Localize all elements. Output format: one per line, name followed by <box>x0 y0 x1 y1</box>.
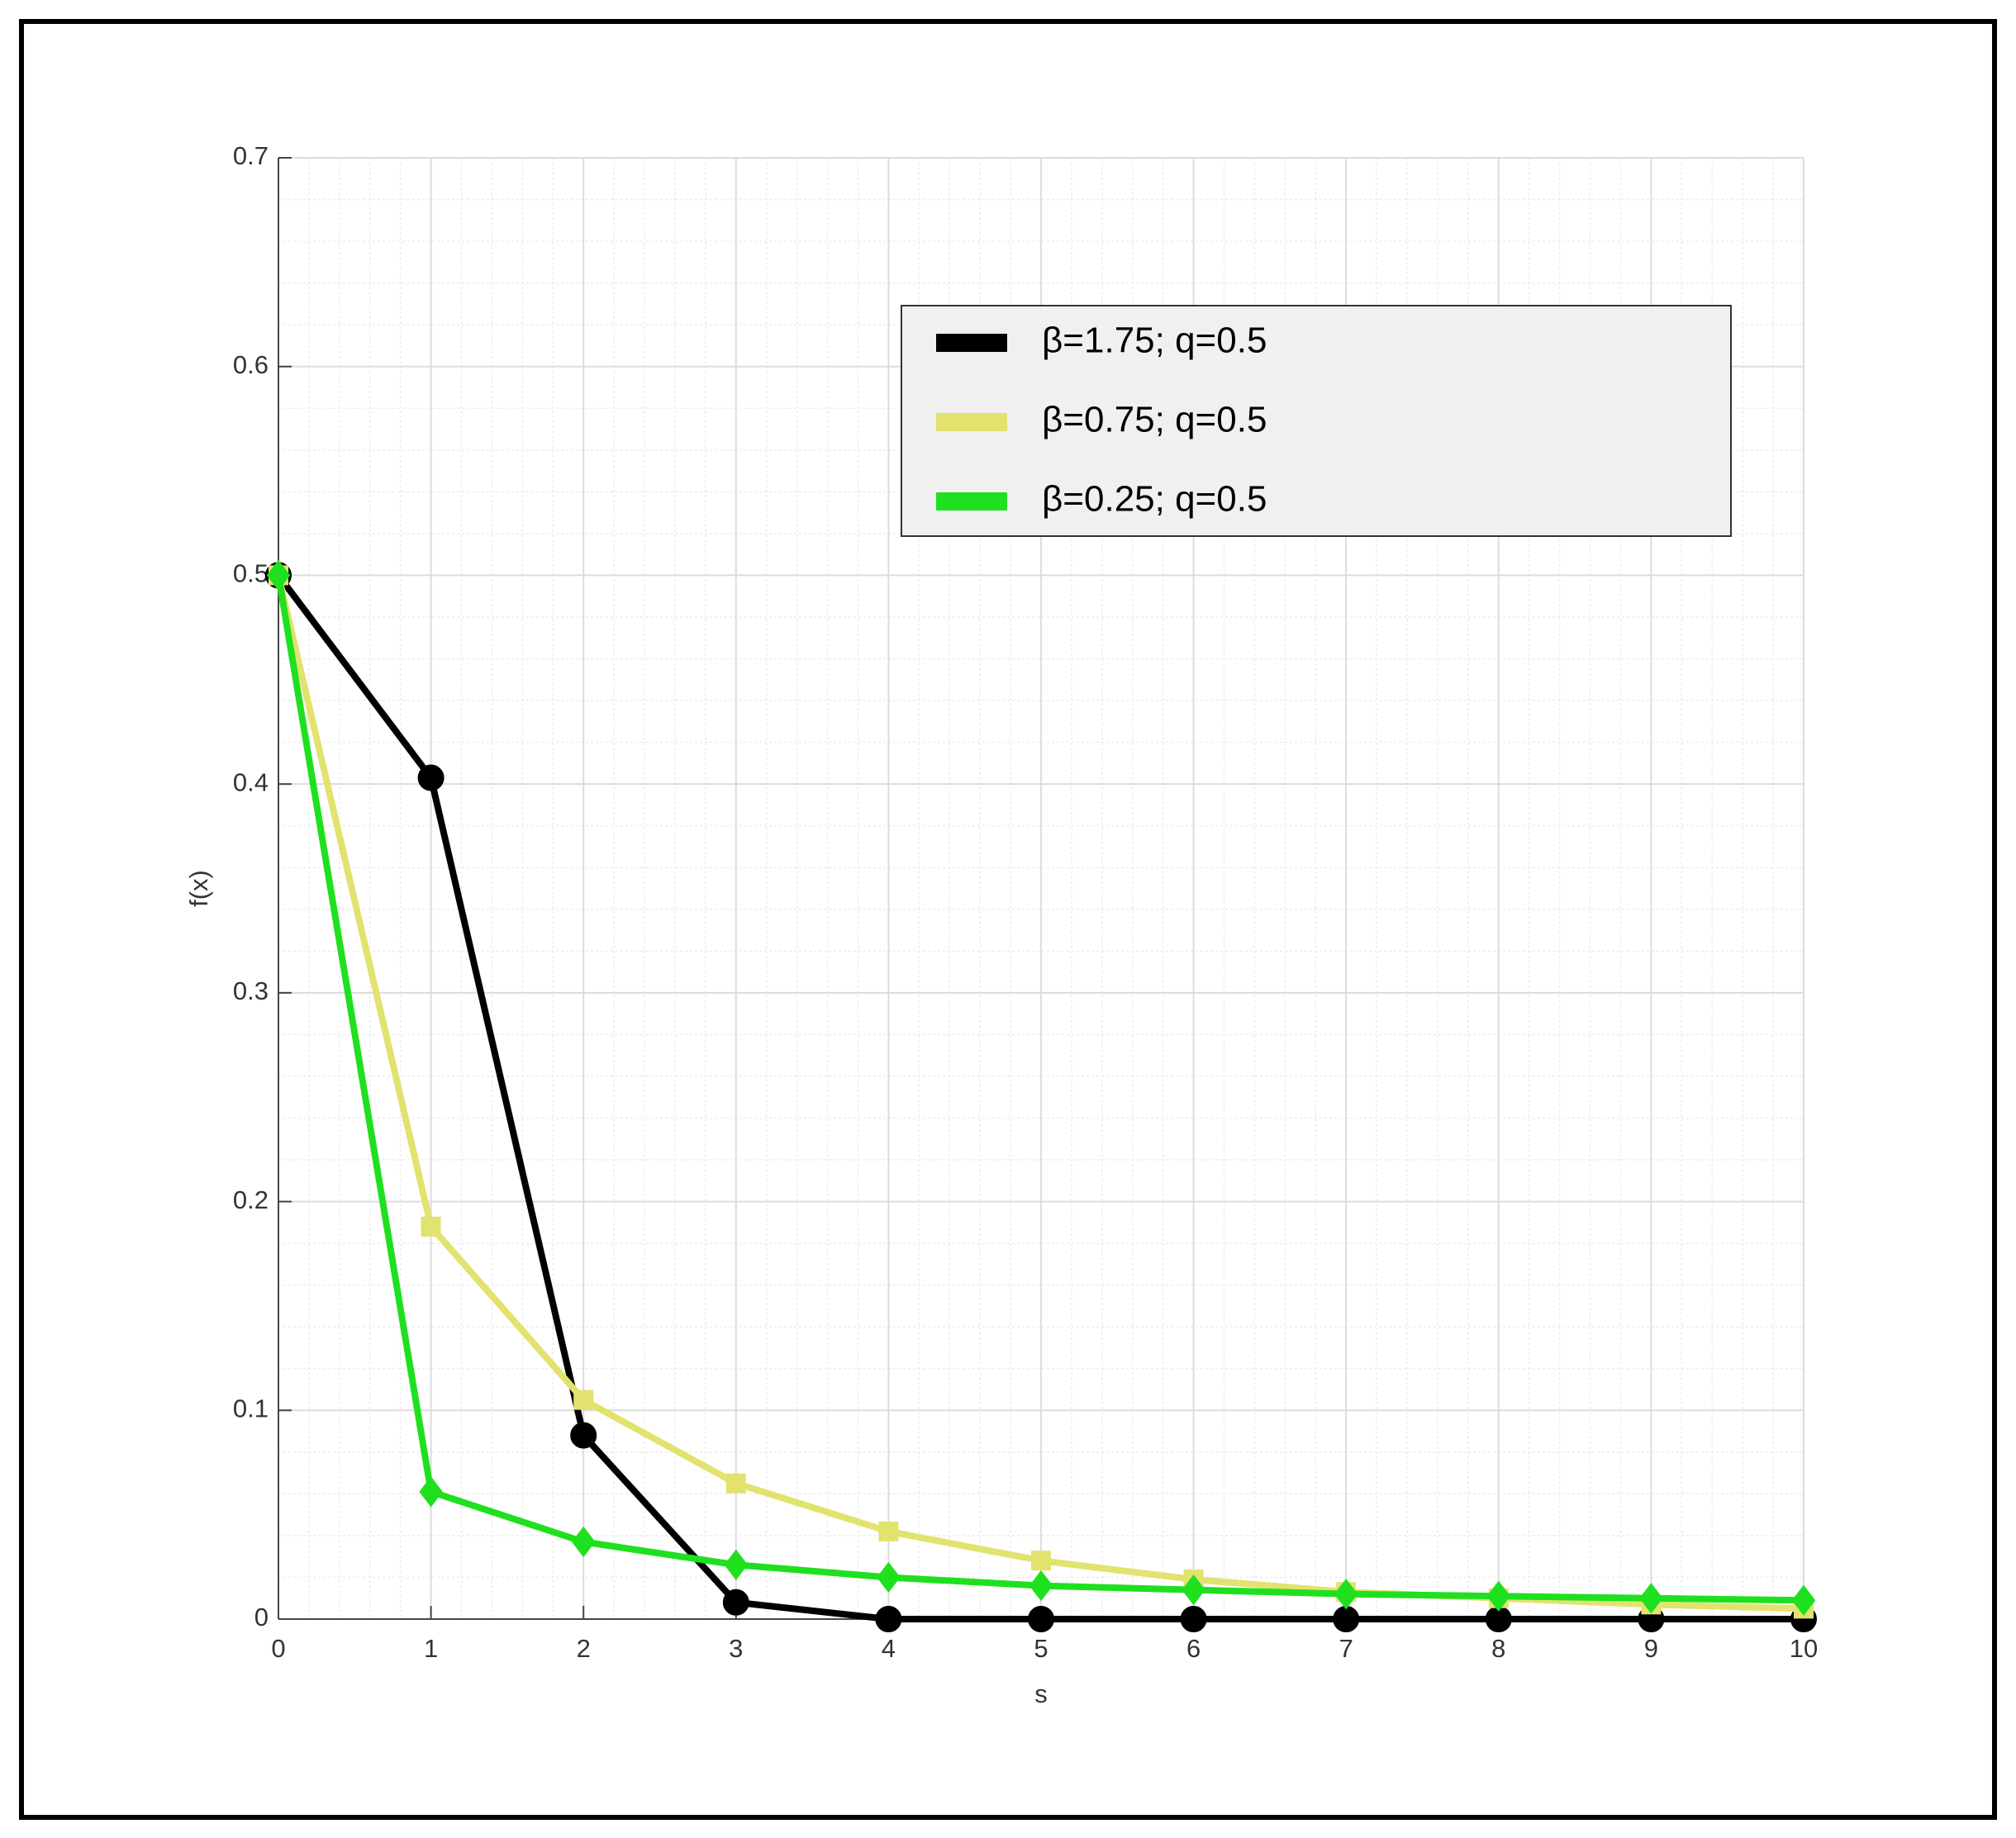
legend-box <box>901 305 1732 537</box>
frame <box>19 19 1997 1820</box>
x-tick-label: 1 <box>424 1634 438 1663</box>
marker <box>722 1589 749 1616</box>
marker <box>1028 1606 1054 1632</box>
marker <box>875 1606 902 1632</box>
marker <box>1333 1606 1360 1632</box>
marker <box>878 1521 899 1541</box>
marker <box>570 1422 597 1449</box>
x-tick-label: 7 <box>1339 1634 1353 1663</box>
marker <box>266 559 291 591</box>
legend-label: β=0.75; q=0.5 <box>1042 400 1267 440</box>
x-tick-label: 4 <box>882 1634 896 1663</box>
x-tick-label: 10 <box>1790 1634 1818 1663</box>
y-tick-label: 0 <box>254 1603 269 1631</box>
y-tick-label: 0.2 <box>233 1185 269 1214</box>
x-tick-label: 9 <box>1644 1634 1658 1663</box>
marker <box>1791 1584 1816 1616</box>
marker <box>417 764 445 791</box>
y-tick-label: 0.5 <box>233 559 269 588</box>
marker <box>877 1561 901 1593</box>
x-tick-label: 3 <box>729 1634 743 1663</box>
x-axis-label: s <box>1034 1679 1048 1708</box>
marker <box>1182 1574 1205 1606</box>
marker <box>573 1389 594 1410</box>
marker <box>1031 1551 1051 1571</box>
marker <box>1334 1579 1358 1610</box>
y-tick-label: 0.4 <box>233 767 269 796</box>
x-tick-label: 5 <box>1034 1634 1048 1663</box>
marker <box>1029 1570 1053 1602</box>
y-tick-label: 0.1 <box>233 1394 269 1422</box>
x-tick-label: 2 <box>577 1634 591 1663</box>
x-tick-label: 0 <box>271 1634 285 1663</box>
y-tick-label: 0.7 <box>233 141 269 170</box>
marker <box>1639 1583 1663 1614</box>
marker <box>1486 1580 1511 1612</box>
x-tick-label: 8 <box>1491 1634 1505 1663</box>
y-axis-label: f(x) <box>184 870 213 907</box>
legend-label: β=1.75; q=0.5 <box>1042 321 1267 361</box>
marker <box>725 1473 746 1494</box>
y-tick-label: 0.3 <box>233 976 269 1005</box>
legend-label: β=0.25; q=0.5 <box>1042 479 1267 520</box>
marker <box>724 1549 749 1580</box>
marker <box>1180 1606 1207 1632</box>
marker <box>571 1526 596 1558</box>
x-tick-label: 6 <box>1186 1634 1201 1663</box>
marker <box>421 1216 441 1237</box>
y-tick-label: 0.6 <box>233 350 269 379</box>
marker <box>419 1476 443 1508</box>
